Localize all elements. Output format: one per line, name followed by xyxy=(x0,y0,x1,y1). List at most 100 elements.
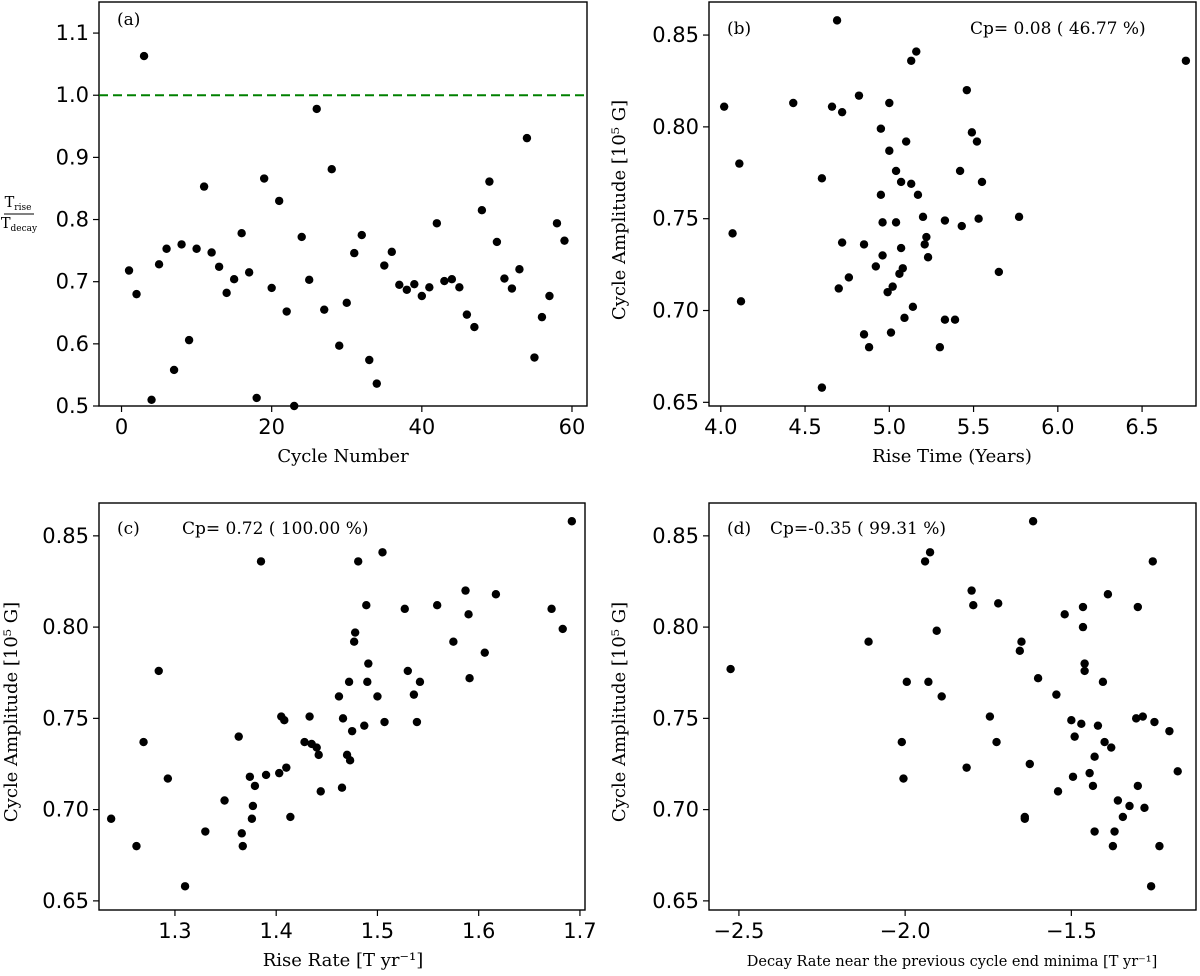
panel-a-data-point xyxy=(365,355,374,365)
panel-d-data-point xyxy=(1133,781,1143,791)
panel-c-data-point xyxy=(300,737,309,747)
panel-d-data-point xyxy=(1107,743,1116,752)
panel-d-label: (d) xyxy=(727,519,751,539)
panel-d-data-point xyxy=(1020,812,1030,822)
panel-a-data-point xyxy=(500,274,509,283)
panel-b-data-point xyxy=(898,264,907,273)
panel-a-data-point xyxy=(432,219,442,228)
panel-c-data-point xyxy=(362,601,371,610)
panel-a-data-point xyxy=(147,395,156,404)
panel-b-data-point xyxy=(972,137,982,146)
panel-a-ytick-label: 0.5 xyxy=(56,394,89,418)
panel-d-data-point xyxy=(962,763,971,772)
panel-c-data-point xyxy=(337,783,347,792)
panel-a-data-point xyxy=(184,335,194,345)
panel-c-data-point xyxy=(547,604,556,614)
panel-c-data-point xyxy=(415,677,425,687)
panel-d-data-point xyxy=(1113,796,1123,805)
panel-b-x-ticks: 4.0 4.5 5.0 5.5 6.0 6.5 xyxy=(704,406,1159,439)
panel-a-data-point xyxy=(139,51,149,61)
panel-a-ytick-label: 0.7 xyxy=(56,270,89,294)
panel-a-data-point xyxy=(350,248,359,258)
panel-a-data-point xyxy=(470,322,479,332)
panel-d-data-point xyxy=(1103,590,1113,599)
panel-b-data-point xyxy=(817,174,827,183)
panel-d-data-point xyxy=(1100,737,1109,747)
panel-c-data-point xyxy=(558,624,567,634)
panel-a-data-point xyxy=(169,365,179,375)
panel-a-data-point xyxy=(560,236,569,245)
panel-d-data-point xyxy=(1173,767,1182,776)
panel-d-xlabel: Decay Rate near the previous cycle end m… xyxy=(747,954,1158,970)
panel-b-xtick-label: 6.5 xyxy=(1125,415,1158,439)
panel-c-data-point xyxy=(354,557,363,566)
panel-a-data-point xyxy=(162,244,171,253)
panel-c-data-point xyxy=(280,715,289,725)
panel-d-frame xyxy=(708,502,1197,911)
panel-b-data-point xyxy=(837,107,847,117)
panel-a-xtick-label: 20 xyxy=(258,415,285,439)
panel-a-data-point xyxy=(214,262,224,271)
panel-b-xtick-label: 4.5 xyxy=(788,415,821,439)
panel-d-data-point xyxy=(985,712,995,721)
panel-b-data-point xyxy=(832,16,842,25)
panel-b-data-point xyxy=(789,98,798,108)
panel-a-data-point xyxy=(372,379,381,388)
panel-d-data-point xyxy=(1155,841,1164,851)
panel-c-data-point xyxy=(312,743,321,752)
panel-d-ytick-label: 0.80 xyxy=(652,615,699,639)
panel-c-data-point xyxy=(461,586,470,595)
panel-c-data-point xyxy=(275,768,284,778)
panel-c-data-point xyxy=(567,517,577,526)
panel-c-frame xyxy=(98,502,586,911)
panel-a-data-point xyxy=(244,268,254,277)
panel-b-points xyxy=(719,16,1191,392)
panel-c-data-point xyxy=(154,666,163,676)
panel-a-data-point xyxy=(552,219,562,228)
panel-b-xtick-label: 4.0 xyxy=(704,415,737,439)
panel-c: 1.3 1.4 1.5 1.6 1.7 0.65 0.70 0.75 0.80 0.85 (c)… xyxy=(1,502,597,971)
panel-a-ytick-label: 1.0 xyxy=(56,83,89,107)
panel-d-ytick-label: 0.70 xyxy=(652,798,699,822)
panel-b-data-point xyxy=(859,330,869,339)
panel-c-data-point xyxy=(409,690,419,699)
panel-c-ylabel: Cycle Amplitude [10⁵ G] xyxy=(1,602,22,822)
panel-b-data-point xyxy=(918,212,928,222)
panel-a-data-point xyxy=(290,401,299,411)
panel-a-data-point xyxy=(132,289,141,299)
panel-a-data-point xyxy=(154,260,164,269)
panel-d-data-point xyxy=(1070,732,1079,741)
panel-c-data-point xyxy=(345,756,355,765)
panel-c-data-point xyxy=(201,827,210,836)
panel-a-data-point xyxy=(462,310,472,319)
panel-d-data-point xyxy=(1080,659,1089,668)
panel-d-data-point xyxy=(925,548,935,557)
panel-c-ytick-label: 0.70 xyxy=(42,798,89,822)
panel-a-data-point xyxy=(124,266,134,275)
panel-d-data-point xyxy=(932,626,941,635)
panel-d-data-point xyxy=(920,557,930,566)
panel-d-data-point xyxy=(1131,714,1141,723)
panel-b-data-point xyxy=(876,190,886,200)
panel-c-data-point xyxy=(248,801,258,811)
panel-c-data-point xyxy=(464,610,473,619)
panel-a-xtick-label: 40 xyxy=(408,415,435,439)
panel-b-y-ticks: 0.65 0.70 0.75 0.80 0.85 xyxy=(652,23,709,414)
panel-b-data-point xyxy=(854,91,864,100)
panel-b-data-point xyxy=(940,315,950,324)
panel-a-data-point xyxy=(477,206,487,215)
panel-a-data-point xyxy=(402,285,412,294)
panel-c-data-point xyxy=(380,717,389,727)
panel-d-data-point xyxy=(1025,759,1034,769)
panel-c-x-ticks: 1.3 1.4 1.5 1.6 1.7 xyxy=(158,910,597,943)
panel-c-data-point xyxy=(234,732,243,741)
panel-c-data-point xyxy=(338,714,348,723)
panel-b-data-point xyxy=(728,229,737,238)
panel-a-data-point xyxy=(222,288,231,298)
panel-b-data-point xyxy=(888,282,897,291)
panel-b-data-point xyxy=(844,273,854,282)
panel-c-data-point xyxy=(412,717,422,727)
panel-d-data-point xyxy=(1052,690,1061,699)
panel-d-data-point xyxy=(1148,557,1157,566)
panel-c-data-point xyxy=(247,814,257,823)
